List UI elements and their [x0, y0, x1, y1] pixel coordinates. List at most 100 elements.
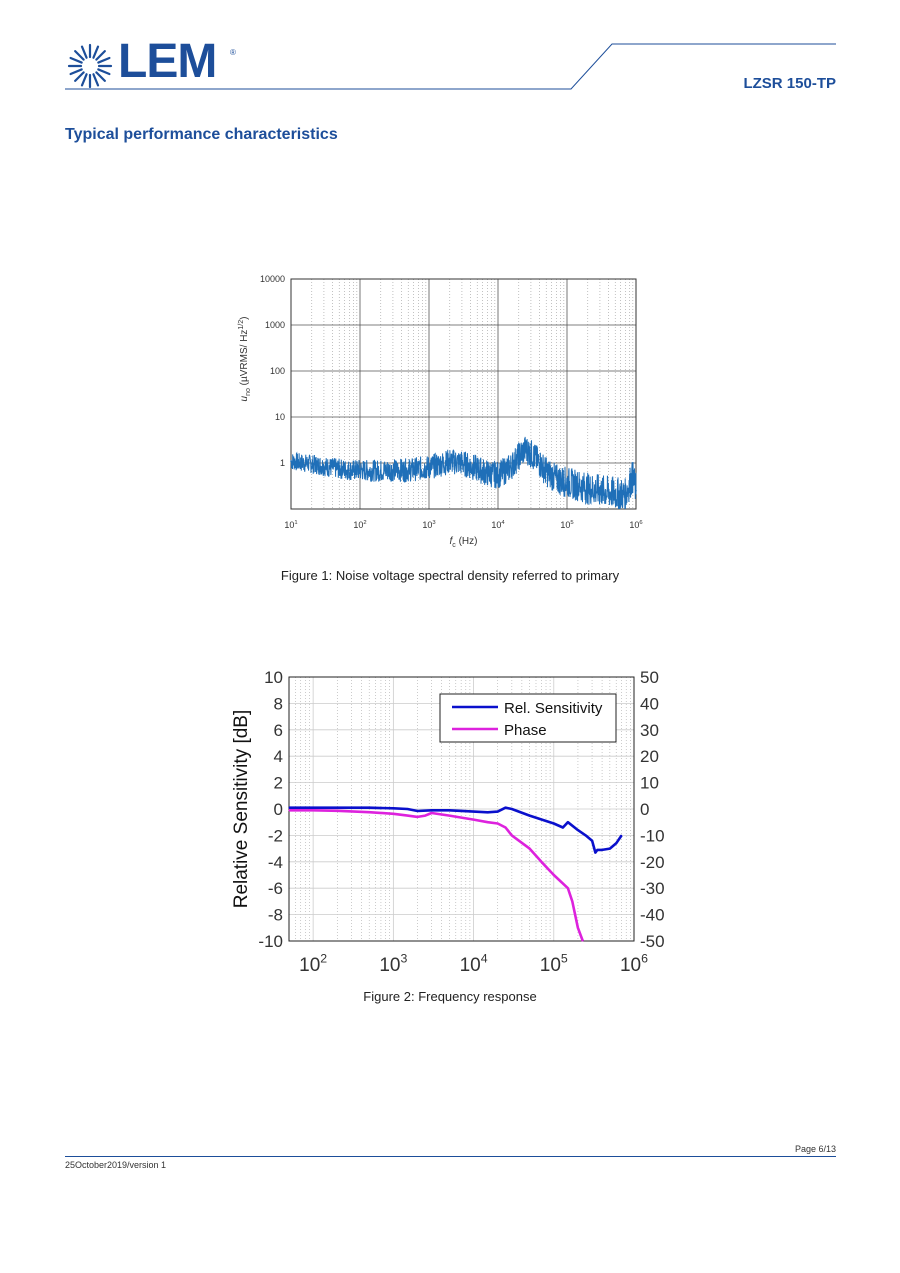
data-point — [555, 478, 558, 480]
y-tick-label: 4 — [274, 747, 283, 766]
plot-frame — [290, 278, 637, 510]
y-axis-label: uno (µVRMS/ Hz1/2) — [238, 317, 252, 402]
data-point — [635, 489, 637, 492]
data-point — [509, 466, 511, 469]
data-point — [336, 810, 338, 812]
figure-1-caption: Figure 1: Noise voltage spectral density… — [280, 568, 620, 583]
data-point — [440, 463, 442, 465]
data-point — [310, 463, 313, 465]
data-point — [338, 467, 341, 470]
footer-date: 25October2019/version 1 — [65, 1160, 167, 1170]
y2-tick-label: -20 — [640, 853, 665, 872]
x-tick-label: 103 — [422, 520, 435, 530]
legend-label-phase: Phase — [504, 722, 547, 739]
data-point — [302, 462, 304, 464]
logo-ray — [92, 73, 100, 87]
x-tick-label: 106 — [629, 520, 642, 530]
logo-wordmark: LEM — [118, 35, 217, 88]
data-point — [632, 476, 634, 478]
data-point — [562, 826, 564, 829]
x-tick-label: 105 — [540, 951, 568, 976]
data-point — [517, 455, 520, 458]
data-point — [336, 807, 338, 809]
data-point — [392, 469, 394, 471]
data-point — [529, 848, 531, 850]
data-point — [428, 466, 430, 469]
data-point — [586, 487, 589, 490]
data-point — [596, 849, 599, 851]
data-point — [524, 448, 527, 450]
data-point — [371, 469, 373, 472]
logo-ray — [69, 68, 83, 76]
x-tick-label: 106 — [620, 951, 648, 976]
legend-label-sensitivity: Rel. Sensitivity — [504, 700, 603, 717]
logo-ray — [80, 45, 88, 59]
y-tick-label: 6 — [274, 721, 283, 740]
y-tick-label: -4 — [268, 853, 283, 872]
data-point — [601, 849, 603, 851]
data-point — [448, 809, 451, 811]
data-point — [431, 812, 433, 814]
data-point — [594, 851, 596, 854]
logo-registered-mark: ® — [230, 48, 236, 57]
x-tick-label: 101 — [284, 520, 297, 530]
data-point — [472, 818, 475, 821]
product-name: LZSR 150-TP — [743, 75, 836, 92]
data-point — [348, 469, 351, 471]
y2-tick-label: -10 — [640, 826, 665, 845]
data-point — [359, 469, 361, 471]
data-point — [545, 470, 548, 473]
y-tick-label: 8 — [274, 694, 283, 713]
data-point — [553, 874, 555, 876]
data-point — [578, 484, 580, 487]
legend-box — [439, 693, 617, 743]
data-point — [582, 940, 584, 942]
data-point — [424, 815, 426, 817]
y2-tick-label: -40 — [640, 906, 665, 925]
logo-ray — [95, 71, 106, 82]
y-tick-label: 1 — [280, 458, 285, 468]
section-title: Typical performance characteristics — [65, 126, 338, 143]
frequency-response-chart: 1086420-2-4-6-8-1050403020100-10-20-30-4… — [231, 668, 665, 976]
data-point — [368, 807, 370, 809]
data-point — [591, 840, 593, 842]
data-point — [497, 474, 499, 476]
data-point — [511, 808, 513, 810]
x-tick-label: 103 — [379, 951, 407, 976]
data-point — [487, 811, 489, 813]
x-axis-label: fc (Hz) — [450, 536, 478, 549]
data-point — [615, 842, 617, 844]
y-tick-label: -6 — [268, 879, 283, 898]
data-point — [368, 811, 370, 813]
y2-tick-label: 50 — [640, 668, 659, 687]
y2-tick-label: 10 — [640, 774, 659, 793]
data-point — [312, 809, 314, 811]
data-point — [288, 809, 290, 811]
y2-tick-label: -30 — [640, 879, 665, 898]
data-point — [290, 460, 292, 462]
logo-ray — [97, 56, 111, 64]
data-point — [406, 808, 409, 810]
data-point — [504, 807, 507, 809]
y2-tick-label: -50 — [640, 932, 665, 951]
y-tick-label: 10000 — [260, 274, 285, 284]
data-point — [585, 834, 587, 836]
data-point — [567, 821, 569, 823]
data-point — [530, 452, 532, 455]
x-tick-label: 102 — [299, 951, 327, 976]
data-point — [567, 887, 569, 889]
data-point — [312, 807, 314, 809]
data-point — [614, 492, 617, 495]
data-point — [417, 467, 420, 470]
logo-ray — [74, 50, 85, 61]
x-tick-label: 104 — [491, 520, 505, 530]
y2-tick-label: 40 — [640, 694, 659, 713]
data-point — [431, 809, 433, 811]
data-point — [416, 810, 419, 812]
data-point — [599, 489, 601, 492]
y-tick-label: -8 — [268, 906, 283, 925]
y-tick-label: -10 — [258, 932, 283, 951]
data-point — [540, 861, 542, 863]
data-point — [529, 815, 531, 817]
